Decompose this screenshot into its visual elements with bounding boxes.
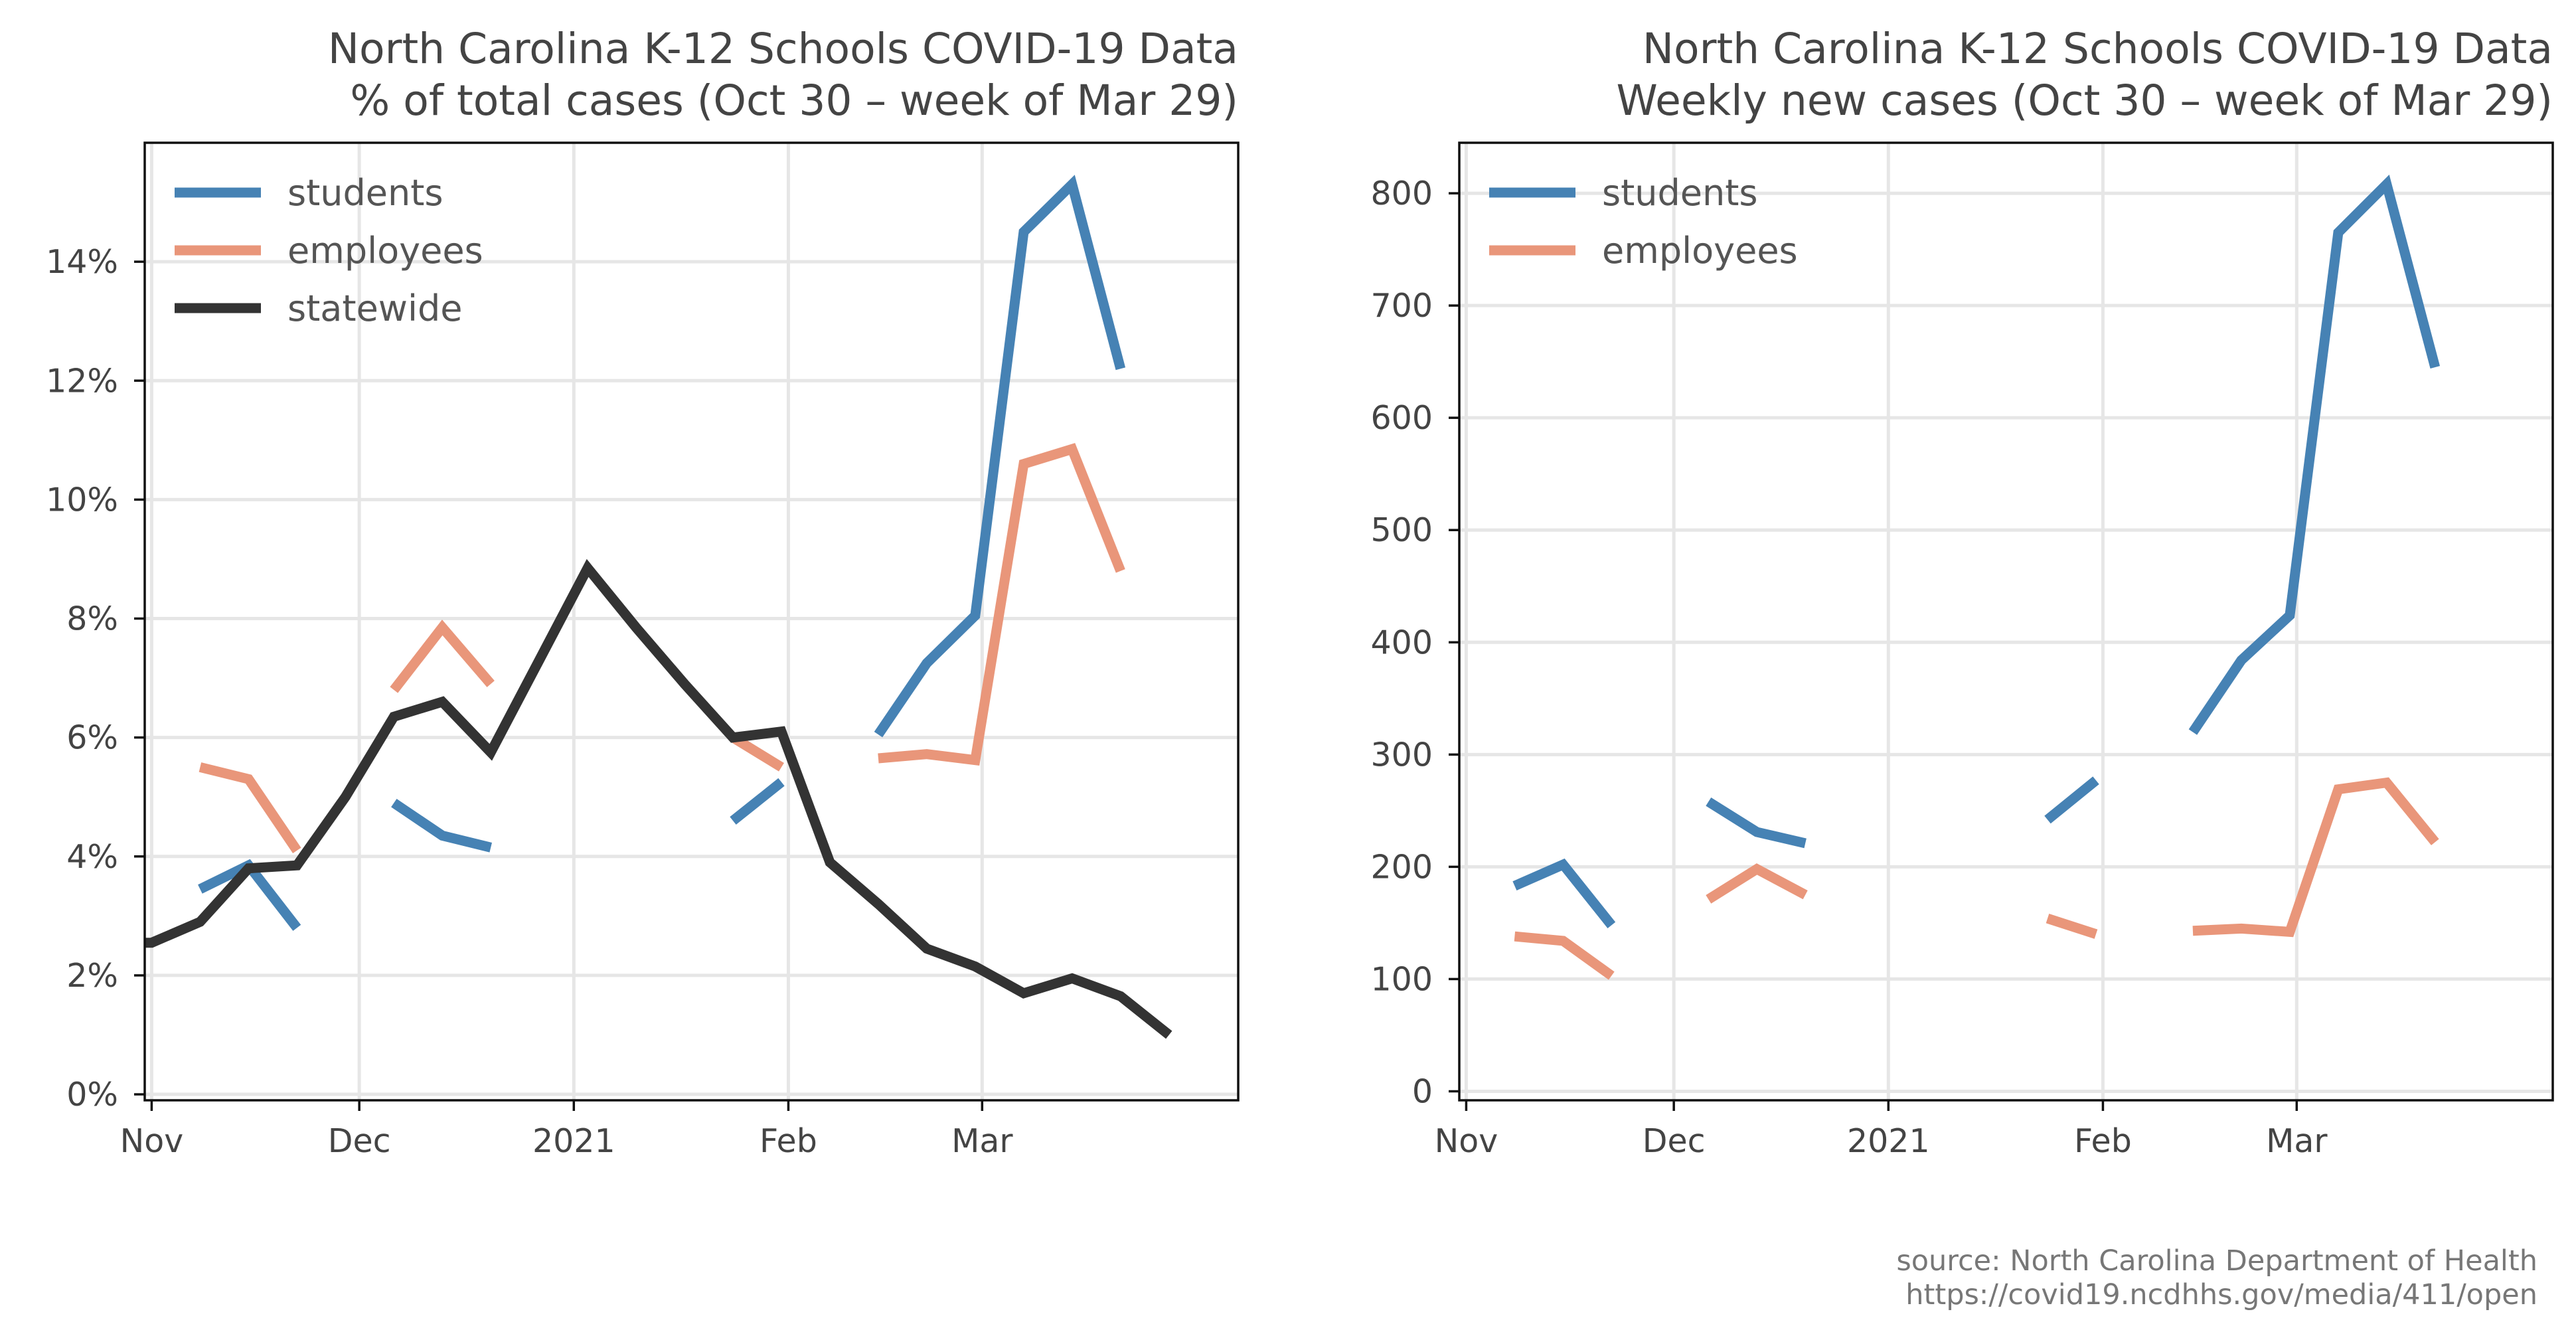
y-tick-label: 300 [1370,736,1433,774]
y-tick-label: 8% [66,600,118,638]
series-students [1512,175,2441,928]
y-tick-label: 100 [1370,960,1433,998]
y-tick-label: 4% [66,838,118,876]
legend-label-students: students [1602,172,1758,214]
y-tick-label: 500 [1370,511,1433,549]
x-tick-label: 2021 [1847,1122,1930,1160]
y-tick-label: 0 [1412,1072,1433,1110]
legend-label-employees: employees [287,230,483,272]
series-line-students [1512,858,1616,928]
x-tick-label: Dec [328,1122,391,1160]
series-line-employees [199,762,301,854]
x-tick-label: Mar [951,1122,1013,1160]
axes-frame [1458,141,2554,1102]
chart-subtitle: % of total cases (Oct 30 – week of Mar 2… [350,76,1238,125]
legend: students employees [1489,172,1798,272]
y-tick-label: 800 [1370,175,1433,212]
series-line-students [874,175,1126,738]
x-tick-label: Mar [2266,1122,2328,1160]
series-line-employees [878,443,1125,766]
legend: students employees statewide [175,172,483,329]
series-line-employees [1706,863,1808,904]
source-line-2: https://covid19.ncdhhs.gov/media/411/ope… [1905,1278,2537,1311]
x-tick-label: Nov [1435,1122,1498,1160]
y-tick-label: 400 [1370,624,1433,661]
series-statewide [145,558,1172,1039]
series-line-employees [730,733,784,772]
chart-panel-1: Nov Dec 2021 Feb Mar 0% 2% 4% 6% 8% 10% 12% 14% North… [46,25,1240,1160]
y-tick-label: 600 [1370,399,1433,437]
series-line-employees [390,620,495,693]
y-tick-label: 0% [66,1076,118,1114]
y-tick-label: 14% [46,243,118,281]
x-tick-label: Feb [2074,1122,2132,1160]
x-tick-label: Nov [120,1122,184,1160]
source-line-1: source: North Carolina Department of Hea… [1896,1244,2537,1278]
x-tick-label: Feb [760,1122,817,1160]
chart-title: North Carolina K-12 Schools COVID-19 Dat… [328,25,1238,73]
series-line-employees [2046,913,2098,939]
legend-label-employees: employees [1602,230,1798,272]
axes-frame [143,141,1240,1102]
series-line-statewide [145,558,1172,1039]
y-tick-label: 200 [1370,848,1433,886]
y-tick-label: 2% [66,957,118,995]
series-line-students [2188,175,2441,735]
legend-label-students: students [287,172,443,214]
series-line-students [2044,776,2099,824]
legend-label-statewide: statewide [287,288,462,329]
chart-panel-2: Nov Dec 2021 Feb Mar 0 100 200 300 400 500 600 700 80… [1370,25,2554,1160]
series-employees [199,443,1125,854]
x-tick-label: Dec [1643,1122,1706,1160]
series-line-students [730,778,785,825]
chart-title: North Carolina K-12 Schools COVID-19 Dat… [1643,25,2553,73]
series-line-students [391,798,492,853]
x-tick-label: 2021 [532,1122,615,1160]
y-tick-label: 10% [46,481,118,519]
series-employees [1514,777,2439,980]
y-tick-label: 12% [46,362,118,400]
y-tick-label: 700 [1370,287,1433,325]
chart-subtitle: Weekly new cases (Oct 30 – week of Mar 2… [1616,76,2553,125]
series-line-employees [1514,931,1615,980]
series-line-students [1706,797,1807,849]
y-tick-label: 6% [66,719,118,757]
series-line-employees [2192,777,2439,938]
